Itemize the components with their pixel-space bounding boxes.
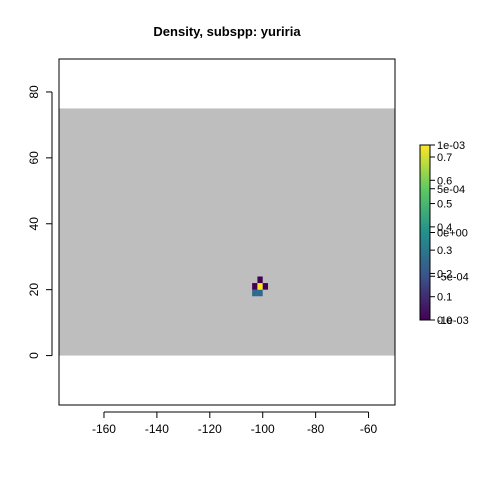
colorbar-label: 0.4 bbox=[437, 222, 452, 234]
colorbar-label: 1e-03 bbox=[437, 140, 465, 152]
colorbar bbox=[419, 144, 431, 321]
y-tick-label: 40 bbox=[27, 217, 41, 231]
x-tick-label: -80 bbox=[307, 422, 325, 436]
y-tick-label: 0 bbox=[27, 352, 41, 359]
y-axis: 0 20 40 60 80 bbox=[27, 85, 53, 359]
colorbar-legend: 0.0 0.1 0.2 0.3 0.4 0.5 0.6 0.7 -1e-03 -5e-04 0e+0… bbox=[419, 140, 469, 327]
heatmap-cell bbox=[262, 283, 269, 290]
colorbar-label: 0.6 bbox=[437, 175, 452, 187]
colorbar-label: -5e-04 bbox=[437, 271, 469, 283]
colorbar-label: 0.7 bbox=[437, 152, 452, 164]
y-tick-label: 60 bbox=[27, 151, 41, 165]
heatmap-cell bbox=[252, 283, 258, 290]
colorbar-label: 5e-04 bbox=[437, 184, 465, 196]
chart-title: Density, subspp: yuriria bbox=[153, 24, 301, 39]
colorbar-label: -1e-03 bbox=[437, 315, 469, 327]
heatmap-cells bbox=[252, 276, 269, 297]
colorbar-label: 0.1 bbox=[437, 292, 452, 304]
plot-frame bbox=[58, 58, 396, 406]
colorbar-label: 0.3 bbox=[437, 245, 452, 257]
x-tick-label: -100 bbox=[251, 422, 275, 436]
heatmap-cell bbox=[257, 276, 263, 284]
x-axis: -160 -140 -120 -100 -80 -60 bbox=[92, 411, 378, 436]
x-tick-label: -120 bbox=[198, 422, 222, 436]
colorbar-label: 0.2 bbox=[437, 268, 452, 280]
heatmap-cell bbox=[257, 289, 263, 297]
y-tick-label: 20 bbox=[27, 283, 41, 297]
colorbar-label: 0.0 bbox=[437, 315, 452, 327]
heatmap-cell bbox=[257, 283, 263, 290]
x-tick-label: -60 bbox=[360, 422, 378, 436]
x-tick-label: -140 bbox=[145, 422, 169, 436]
x-tick-label: -160 bbox=[92, 422, 116, 436]
y-tick-label: 80 bbox=[27, 85, 41, 99]
heatmap-cell bbox=[252, 289, 258, 297]
colorbar-label: 0e+00 bbox=[437, 228, 468, 240]
colorbar-label: 0.5 bbox=[437, 199, 452, 211]
data-extent-band bbox=[59, 108, 395, 356]
